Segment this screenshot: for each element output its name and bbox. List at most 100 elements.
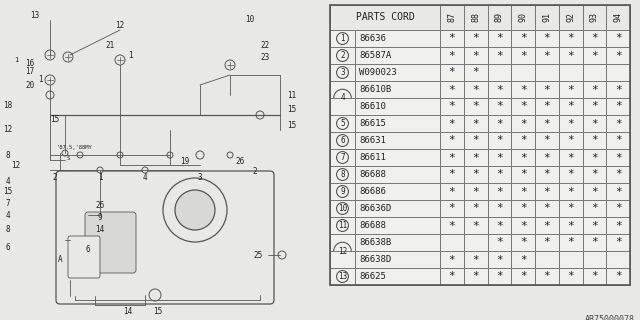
Text: 86688: 86688 — [359, 170, 386, 179]
Bar — [464, 47, 488, 64]
Text: *: * — [591, 187, 598, 196]
Text: 14: 14 — [95, 226, 104, 235]
Text: 86686: 86686 — [359, 187, 386, 196]
Bar — [582, 200, 606, 217]
Text: 15: 15 — [51, 116, 60, 124]
Text: *: * — [449, 51, 455, 60]
Bar — [606, 98, 630, 115]
Bar — [488, 200, 511, 217]
Text: 86631: 86631 — [359, 136, 386, 145]
Text: *: * — [472, 101, 479, 111]
Bar — [440, 47, 464, 64]
Bar — [582, 47, 606, 64]
Text: *: * — [567, 84, 574, 94]
Text: 92: 92 — [566, 12, 575, 22]
Text: 12: 12 — [12, 161, 20, 170]
Bar — [464, 183, 488, 200]
Bar — [464, 132, 488, 149]
Bar — [582, 64, 606, 81]
Text: *: * — [520, 237, 527, 247]
Text: 15: 15 — [287, 106, 296, 115]
Bar — [535, 268, 559, 285]
Bar — [559, 64, 582, 81]
Text: 6: 6 — [6, 244, 10, 252]
Text: 17: 17 — [26, 68, 35, 76]
Text: 86611: 86611 — [359, 153, 386, 162]
Bar — [582, 149, 606, 166]
Bar — [355, 132, 440, 149]
Bar — [511, 251, 535, 268]
Text: *: * — [543, 118, 550, 129]
Bar — [582, 217, 606, 234]
Circle shape — [337, 220, 348, 231]
Bar — [488, 268, 511, 285]
Bar — [464, 81, 488, 98]
Text: *: * — [543, 153, 550, 163]
Bar — [464, 115, 488, 132]
Bar — [559, 217, 582, 234]
Bar — [582, 115, 606, 132]
Bar — [355, 64, 440, 81]
Circle shape — [142, 167, 148, 173]
Bar — [535, 149, 559, 166]
Text: *: * — [520, 135, 527, 146]
Bar — [464, 234, 488, 251]
Text: *: * — [591, 118, 598, 129]
Bar — [355, 251, 440, 268]
Bar — [582, 81, 606, 98]
Text: *: * — [496, 51, 503, 60]
Text: 3: 3 — [198, 172, 202, 181]
Bar — [511, 47, 535, 64]
Bar — [511, 81, 535, 98]
Text: *: * — [449, 101, 455, 111]
Text: *: * — [496, 153, 503, 163]
Text: *: * — [591, 153, 598, 163]
Text: AB75000078: AB75000078 — [585, 315, 635, 320]
Bar — [606, 149, 630, 166]
Text: *: * — [591, 34, 598, 44]
Text: 12: 12 — [115, 20, 125, 29]
Text: *: * — [591, 204, 598, 213]
Bar — [440, 251, 464, 268]
Circle shape — [46, 91, 54, 99]
Bar — [440, 115, 464, 132]
Text: 4: 4 — [340, 93, 345, 102]
Bar — [440, 64, 464, 81]
Bar — [535, 98, 559, 115]
Bar — [330, 115, 355, 132]
Bar — [511, 30, 535, 47]
Text: *: * — [496, 254, 503, 265]
Text: 86688: 86688 — [359, 221, 386, 230]
Circle shape — [337, 169, 348, 180]
Bar — [464, 268, 488, 285]
FancyBboxPatch shape — [85, 212, 136, 273]
Text: PARTS CORD: PARTS CORD — [356, 12, 414, 22]
Text: *: * — [520, 34, 527, 44]
Text: *: * — [496, 135, 503, 146]
Text: *: * — [472, 153, 479, 163]
Text: *: * — [449, 204, 455, 213]
Bar — [606, 166, 630, 183]
Text: 90: 90 — [518, 12, 527, 22]
Text: 9: 9 — [98, 213, 102, 222]
Text: *: * — [520, 170, 527, 180]
Bar — [488, 98, 511, 115]
Bar — [511, 183, 535, 200]
Text: *: * — [591, 237, 598, 247]
Bar — [511, 149, 535, 166]
Circle shape — [63, 52, 73, 62]
Bar — [464, 251, 488, 268]
Circle shape — [117, 152, 123, 158]
Text: *: * — [496, 237, 503, 247]
Bar — [355, 268, 440, 285]
Bar — [559, 234, 582, 251]
FancyBboxPatch shape — [56, 171, 274, 304]
Text: 86625: 86625 — [359, 272, 386, 281]
Text: *: * — [591, 220, 598, 230]
Bar — [559, 115, 582, 132]
Bar — [440, 217, 464, 234]
Text: 86638D: 86638D — [359, 255, 391, 264]
Text: *: * — [472, 34, 479, 44]
Bar — [330, 132, 355, 149]
Text: *: * — [520, 101, 527, 111]
